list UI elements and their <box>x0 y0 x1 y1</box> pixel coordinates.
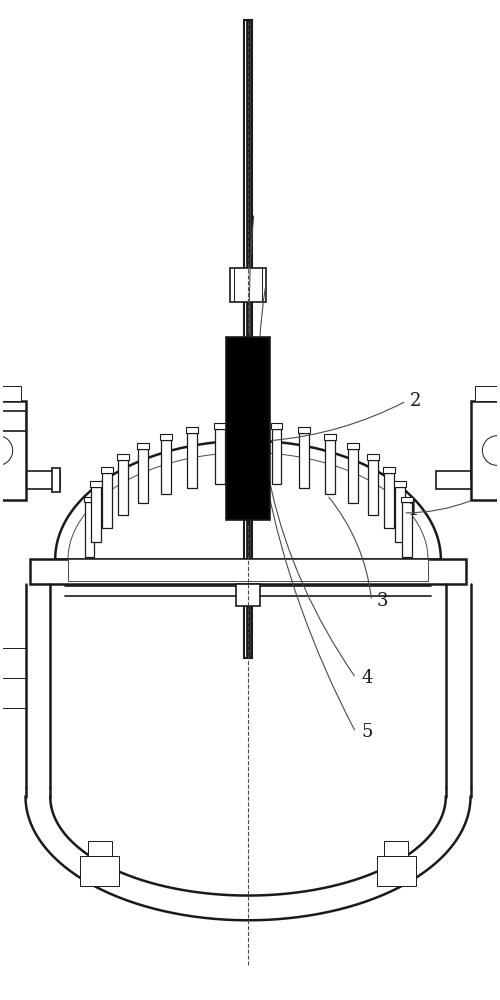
FancyBboxPatch shape <box>384 473 394 528</box>
Text: 1: 1 <box>408 501 420 519</box>
FancyBboxPatch shape <box>214 429 224 484</box>
FancyBboxPatch shape <box>230 268 266 302</box>
FancyBboxPatch shape <box>402 502 411 557</box>
FancyBboxPatch shape <box>394 481 406 487</box>
FancyBboxPatch shape <box>272 429 281 484</box>
FancyBboxPatch shape <box>299 433 309 488</box>
FancyBboxPatch shape <box>384 841 408 856</box>
FancyBboxPatch shape <box>0 401 26 500</box>
FancyBboxPatch shape <box>325 440 334 494</box>
FancyBboxPatch shape <box>376 856 416 886</box>
FancyBboxPatch shape <box>470 401 500 500</box>
FancyBboxPatch shape <box>436 471 476 489</box>
FancyBboxPatch shape <box>118 460 128 515</box>
FancyBboxPatch shape <box>20 471 60 489</box>
FancyBboxPatch shape <box>137 443 149 449</box>
Text: 3: 3 <box>376 592 388 610</box>
FancyBboxPatch shape <box>52 468 60 492</box>
FancyBboxPatch shape <box>187 433 197 488</box>
Text: 4: 4 <box>362 669 373 687</box>
FancyBboxPatch shape <box>382 467 394 473</box>
FancyBboxPatch shape <box>244 20 252 658</box>
FancyBboxPatch shape <box>68 559 428 581</box>
FancyBboxPatch shape <box>470 441 500 480</box>
FancyBboxPatch shape <box>118 454 129 460</box>
FancyBboxPatch shape <box>246 20 250 658</box>
FancyBboxPatch shape <box>0 386 20 401</box>
FancyBboxPatch shape <box>138 449 148 503</box>
FancyBboxPatch shape <box>30 559 466 584</box>
FancyBboxPatch shape <box>476 449 486 472</box>
FancyBboxPatch shape <box>160 434 172 440</box>
FancyBboxPatch shape <box>80 856 120 886</box>
FancyBboxPatch shape <box>91 487 101 542</box>
FancyBboxPatch shape <box>476 386 500 401</box>
FancyBboxPatch shape <box>84 497 96 502</box>
FancyBboxPatch shape <box>347 443 359 449</box>
FancyBboxPatch shape <box>400 497 412 502</box>
Text: 2: 2 <box>410 392 422 410</box>
FancyBboxPatch shape <box>214 423 226 429</box>
FancyBboxPatch shape <box>270 423 282 429</box>
FancyBboxPatch shape <box>0 441 26 480</box>
FancyBboxPatch shape <box>102 467 114 473</box>
FancyBboxPatch shape <box>348 449 358 503</box>
Text: 5: 5 <box>362 723 373 741</box>
FancyBboxPatch shape <box>324 434 336 440</box>
FancyBboxPatch shape <box>368 460 378 515</box>
FancyBboxPatch shape <box>0 411 26 431</box>
FancyBboxPatch shape <box>102 473 113 528</box>
FancyBboxPatch shape <box>162 440 171 494</box>
FancyBboxPatch shape <box>186 427 198 433</box>
FancyBboxPatch shape <box>298 427 310 433</box>
Circle shape <box>482 436 500 465</box>
FancyBboxPatch shape <box>90 481 102 487</box>
FancyBboxPatch shape <box>88 841 112 856</box>
FancyBboxPatch shape <box>226 337 270 520</box>
FancyBboxPatch shape <box>10 449 20 472</box>
FancyBboxPatch shape <box>395 487 405 542</box>
FancyBboxPatch shape <box>236 584 260 606</box>
Circle shape <box>0 436 12 465</box>
FancyBboxPatch shape <box>84 502 94 557</box>
FancyBboxPatch shape <box>367 454 378 460</box>
FancyBboxPatch shape <box>476 468 484 492</box>
